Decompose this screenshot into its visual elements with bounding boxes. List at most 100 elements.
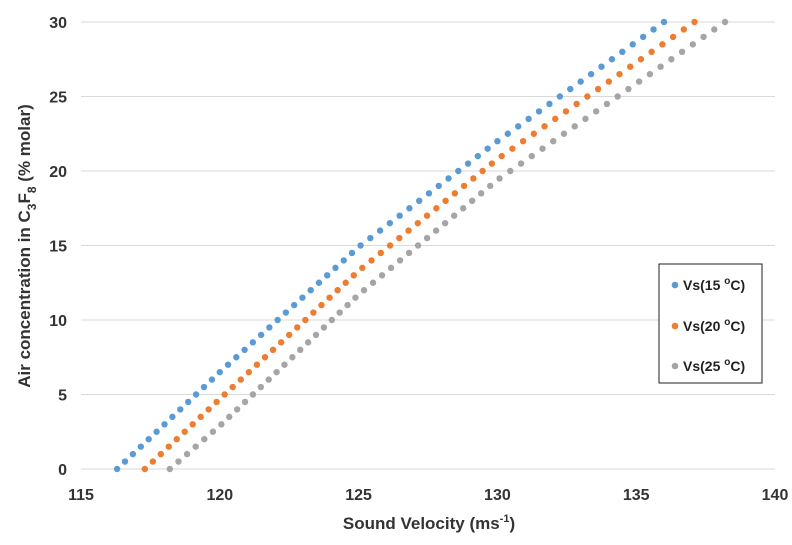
data-point-s3-21: [336, 309, 343, 316]
data-point-s3-15: [289, 354, 296, 361]
data-point-s1-8: [177, 406, 184, 413]
legend-marker-vs25: [671, 362, 679, 370]
legend-label-vs25: Vs(25 oC): [683, 357, 745, 374]
legend-label-vs20: Vs(20 oC): [683, 317, 745, 334]
y-tick-label-10: 10: [49, 313, 67, 330]
data-point-s3-30: [414, 242, 422, 249]
data-point-s1-4: [145, 436, 152, 443]
data-point-s2-52: [605, 78, 613, 85]
data-point-s2-20: [302, 316, 309, 324]
data-point-s2-57: [659, 41, 666, 48]
data-point-s2-32: [405, 227, 412, 234]
data-point-s3-37: [477, 190, 485, 197]
data-point-s1-51: [567, 85, 574, 93]
y-tick-label-5: 5: [58, 388, 67, 405]
data-point-s1-34: [396, 212, 403, 219]
data-point-s3-53: [646, 70, 654, 78]
data-point-s3-24: [360, 287, 368, 294]
data-point-s3-43: [539, 145, 546, 152]
data-point-s1-43: [484, 145, 491, 152]
data-point-s2-18: [286, 331, 293, 339]
data-point-s2-53: [616, 70, 623, 78]
data-point-s3-4: [201, 436, 208, 443]
data-point-s1-50: [556, 93, 564, 100]
data-point-s2-25: [342, 279, 349, 286]
data-point-s3-51: [625, 85, 632, 93]
y-tick-label-15: 15: [49, 239, 67, 256]
data-point-s3-56: [678, 48, 686, 55]
x-tick-label-135: 135: [623, 487, 650, 504]
data-point-s1-30: [357, 242, 364, 249]
data-point-s2-30: [386, 242, 394, 249]
data-point-s2-4: [173, 436, 180, 443]
data-point-s3-36: [468, 197, 476, 204]
data-point-s3-41: [517, 160, 525, 167]
data-point-s2-5: [181, 428, 188, 435]
data-point-s2-9: [213, 398, 220, 406]
data-point-s3-23: [352, 294, 359, 301]
data-point-s3-14: [281, 361, 288, 368]
data-point-s2-54: [627, 63, 634, 70]
data-point-s3-2: [183, 450, 191, 458]
data-point-s1-25: [315, 279, 323, 286]
data-point-s3-10: [249, 391, 257, 398]
data-point-s1-1: [121, 458, 129, 465]
data-point-s2-21: [310, 309, 317, 316]
y-tick-label-20: 20: [49, 164, 67, 181]
data-point-s2-8: [205, 406, 212, 413]
data-point-s2-56: [648, 48, 655, 55]
data-point-s2-51: [594, 85, 602, 93]
y-tick-label-30: 30: [49, 15, 67, 32]
data-point-s1-12: [208, 376, 216, 383]
data-point-s1-15: [233, 354, 240, 361]
data-point-s3-35: [459, 205, 467, 212]
data-point-s2-44: [519, 138, 527, 145]
legend-marker-vs20: [671, 322, 679, 330]
data-point-s1-41: [464, 160, 472, 167]
data-point-s1-10: [192, 391, 200, 398]
data-point-s2-14: [253, 361, 261, 368]
data-point-s3-42: [528, 152, 535, 160]
data-point-s1-54: [598, 63, 605, 70]
data-point-s3-32: [432, 227, 440, 234]
data-point-s1-28: [340, 257, 347, 264]
data-point-s3-22: [344, 301, 351, 309]
data-point-s1-40: [455, 167, 462, 175]
data-point-s3-6: [218, 421, 225, 428]
data-point-s2-15: [261, 354, 269, 361]
data-point-s1-14: [224, 361, 232, 368]
data-point-s2-28: [368, 257, 375, 264]
data-point-s2-50: [584, 93, 591, 100]
data-point-s3-16: [297, 346, 304, 353]
data-point-s3-44: [550, 138, 557, 145]
data-point-s2-59: [680, 26, 687, 33]
data-point-s3-47: [582, 115, 589, 123]
data-point-s2-60: [691, 18, 698, 26]
data-point-s1-3: [137, 443, 144, 450]
data-point-s1-49: [546, 100, 553, 108]
data-point-s3-48: [592, 108, 600, 115]
data-point-s1-39: [445, 175, 452, 182]
data-point-s3-34: [450, 212, 458, 219]
data-point-s2-19: [294, 324, 301, 331]
data-point-s2-58: [669, 33, 677, 41]
data-point-s3-7: [226, 413, 233, 421]
data-point-s2-40: [479, 167, 486, 175]
data-point-s1-21: [282, 309, 290, 316]
data-point-s1-18: [257, 331, 265, 339]
y-tick-label-25: 25: [49, 90, 67, 107]
legend: Vs(15 oC) Vs(20 oC) Vs(25 oC): [658, 263, 763, 384]
data-point-s2-7: [197, 413, 204, 421]
data-point-s2-47: [552, 115, 559, 123]
data-point-s1-59: [650, 26, 657, 33]
data-point-s3-50: [614, 93, 621, 100]
data-point-s2-27: [359, 264, 366, 272]
data-point-s2-41: [488, 160, 496, 167]
data-points: [113, 18, 729, 473]
data-point-s3-8: [233, 406, 241, 413]
data-point-s2-35: [433, 205, 440, 212]
data-point-s3-58: [700, 33, 707, 41]
data-point-s1-55: [608, 56, 616, 63]
data-point-s2-39: [470, 175, 477, 182]
data-point-s1-45: [504, 130, 512, 137]
